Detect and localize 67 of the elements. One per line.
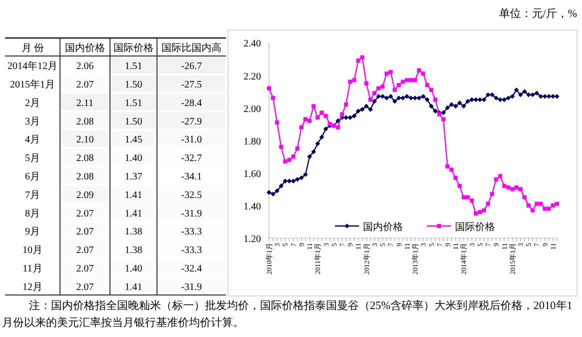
y-tick-label: 2月	[25, 98, 40, 109]
data-label: 1.38	[124, 245, 142, 256]
y-tick-label: 5月	[25, 153, 40, 164]
y-tick-label: 10月	[22, 245, 42, 256]
data-label: 2.07	[76, 245, 94, 256]
y-tick-label: 3月	[25, 116, 40, 128]
y-tick-label: 9月	[25, 226, 40, 238]
data-label: 1.38	[124, 226, 142, 238]
data-label: 1.40	[124, 153, 142, 164]
data-label: 2.08	[76, 153, 94, 164]
data-label: 2.07	[76, 80, 94, 91]
data-label: 1.45	[124, 134, 142, 146]
text: 注：国内价格指全国晚籼米（标一）批发均价，国际价格指泰国曼谷（25%含碎率）大米到岸税后价格，2010年1月份以来的美元汇率按当月银行基准价均价计算。	[2, 298, 574, 331]
y-tick-label: 2015年1月	[10, 78, 55, 91]
data-label: -31.9	[181, 208, 202, 220]
y-tick-label: 6月	[25, 172, 40, 182]
data-label: 1.41	[124, 282, 142, 293]
data-label: 2.08	[76, 116, 94, 128]
data-label: 1.51	[124, 98, 142, 109]
y-tick-label: 11月	[22, 263, 42, 274]
data-label: 1.50	[124, 80, 142, 91]
y-tick-label: 4月	[25, 134, 40, 146]
data-label: 2.07	[76, 208, 94, 220]
data-label: -32.5	[181, 190, 202, 201]
data-label: 2.09	[76, 190, 94, 201]
data-label: 2.11	[76, 98, 94, 109]
data-label: 2.08	[76, 172, 94, 182]
data-label: -32.4	[181, 263, 202, 274]
data-label: -34.1	[181, 172, 202, 182]
y-tick-label: 1.60	[244, 168, 261, 180]
y-tick-label: 1.40	[244, 201, 261, 212]
legend-label: 国际价格	[455, 221, 495, 233]
x-tick-label: 国内价格	[65, 42, 105, 54]
data-label: 1.50	[124, 116, 142, 128]
text: 单位：元/斤，%	[498, 7, 577, 20]
data-label: 1.37	[124, 172, 142, 182]
y-tick-label: 7月	[25, 190, 40, 201]
data-label: 1.51	[124, 61, 142, 72]
x-tick-label: 国际比国内高	[162, 42, 222, 54]
y-tick-label: 2014年12月	[8, 60, 58, 72]
data-label: 2.07	[76, 282, 94, 293]
data-label: -28.4	[181, 98, 202, 109]
x-tick-label: 国际价格	[114, 42, 154, 54]
data-label: -31.9	[181, 282, 202, 293]
legend-label: 国内价格	[363, 221, 403, 233]
data-label: 2.07	[76, 226, 94, 238]
y-tick-label: 2.20	[244, 71, 261, 82]
data-label: 1.41	[124, 208, 142, 220]
y-tick-label: 2.40	[244, 38, 261, 50]
data-label: -33.3	[181, 226, 202, 238]
data-label: 2.06	[76, 61, 94, 72]
data-label: -31.0	[181, 134, 202, 146]
y-tick-label: 2.00	[244, 104, 261, 115]
y-axis-title: 月 份	[21, 43, 44, 54]
data-label: -26.7	[181, 61, 202, 72]
data-label: -32.7	[181, 153, 202, 164]
y-tick-label: 8月	[25, 208, 40, 220]
data-label: 1.40	[124, 263, 142, 274]
y-tick-label: 1.80	[244, 136, 261, 148]
data-label: 1.41	[124, 190, 142, 201]
data-label: -27.5	[181, 80, 202, 91]
data-label: -33.3	[181, 245, 202, 256]
y-tick-label: 1.20	[244, 234, 261, 245]
data-label: -27.9	[181, 116, 202, 128]
y-tick-label: 12月	[22, 282, 42, 293]
data-label: 2.10	[76, 134, 94, 146]
data-label: 2.07	[76, 263, 94, 274]
